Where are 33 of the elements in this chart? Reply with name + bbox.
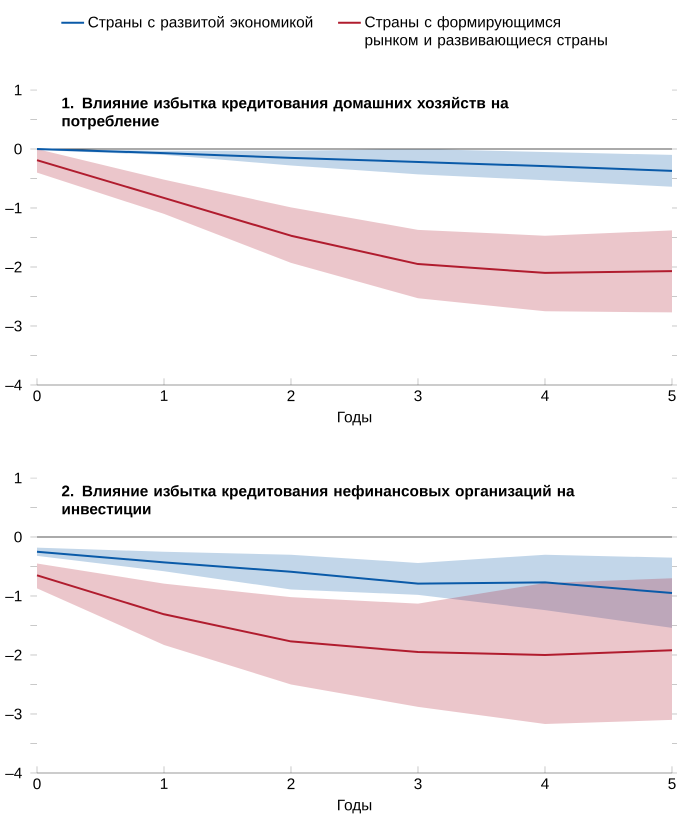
legend-label: Страны с развитой экономикой <box>88 16 312 31</box>
x-tick-label: 2 <box>288 390 294 402</box>
y-tick-label: 0 <box>14 144 22 154</box>
x-tick-label: 4 <box>541 390 549 401</box>
y-tick-label: –4 <box>5 768 22 778</box>
text: 1. Влияние избытка кредитования домашних хозяйств на потребление <box>62 96 509 130</box>
y-tick-label: –3 <box>5 708 22 720</box>
x-tick-label: 5 <box>668 390 676 402</box>
y-tick-label: –1 <box>5 202 22 214</box>
x-tick-label: 0 <box>33 778 41 790</box>
x-tick-label: 3 <box>414 390 422 402</box>
y-tick-label: –1 <box>5 590 22 602</box>
x-tick-label: 1 <box>160 390 168 401</box>
y-tick-label: –2 <box>5 650 22 660</box>
x-axis-title: Годы <box>338 800 372 814</box>
y-tick-label: 0 <box>14 532 22 542</box>
y-tick-label: –3 <box>5 320 22 332</box>
line-series <box>36 159 673 274</box>
x-tick-label: 3 <box>414 778 422 790</box>
x-tick-label: 5 <box>668 778 676 790</box>
y-tick-label: –2 <box>5 262 22 272</box>
y-tick-label: 1 <box>14 472 22 484</box>
line-series <box>36 574 673 656</box>
y-tick-label: –4 <box>5 380 22 390</box>
line-series <box>36 550 673 594</box>
y-tick-label: 1 <box>14 84 22 96</box>
x-tick-label: 0 <box>33 390 41 402</box>
x-axis-title: Годы <box>338 412 372 426</box>
x-tick-label: 1 <box>160 778 168 789</box>
x-tick-label: 4 <box>541 778 549 789</box>
legend-label: Страны с формирующимся рынком и развивающиеся страны <box>365 16 607 48</box>
text: 2. Влияние избытка кредитования нефинансовых организаций на инвестиции <box>62 484 575 518</box>
x-tick-label: 2 <box>288 778 294 790</box>
